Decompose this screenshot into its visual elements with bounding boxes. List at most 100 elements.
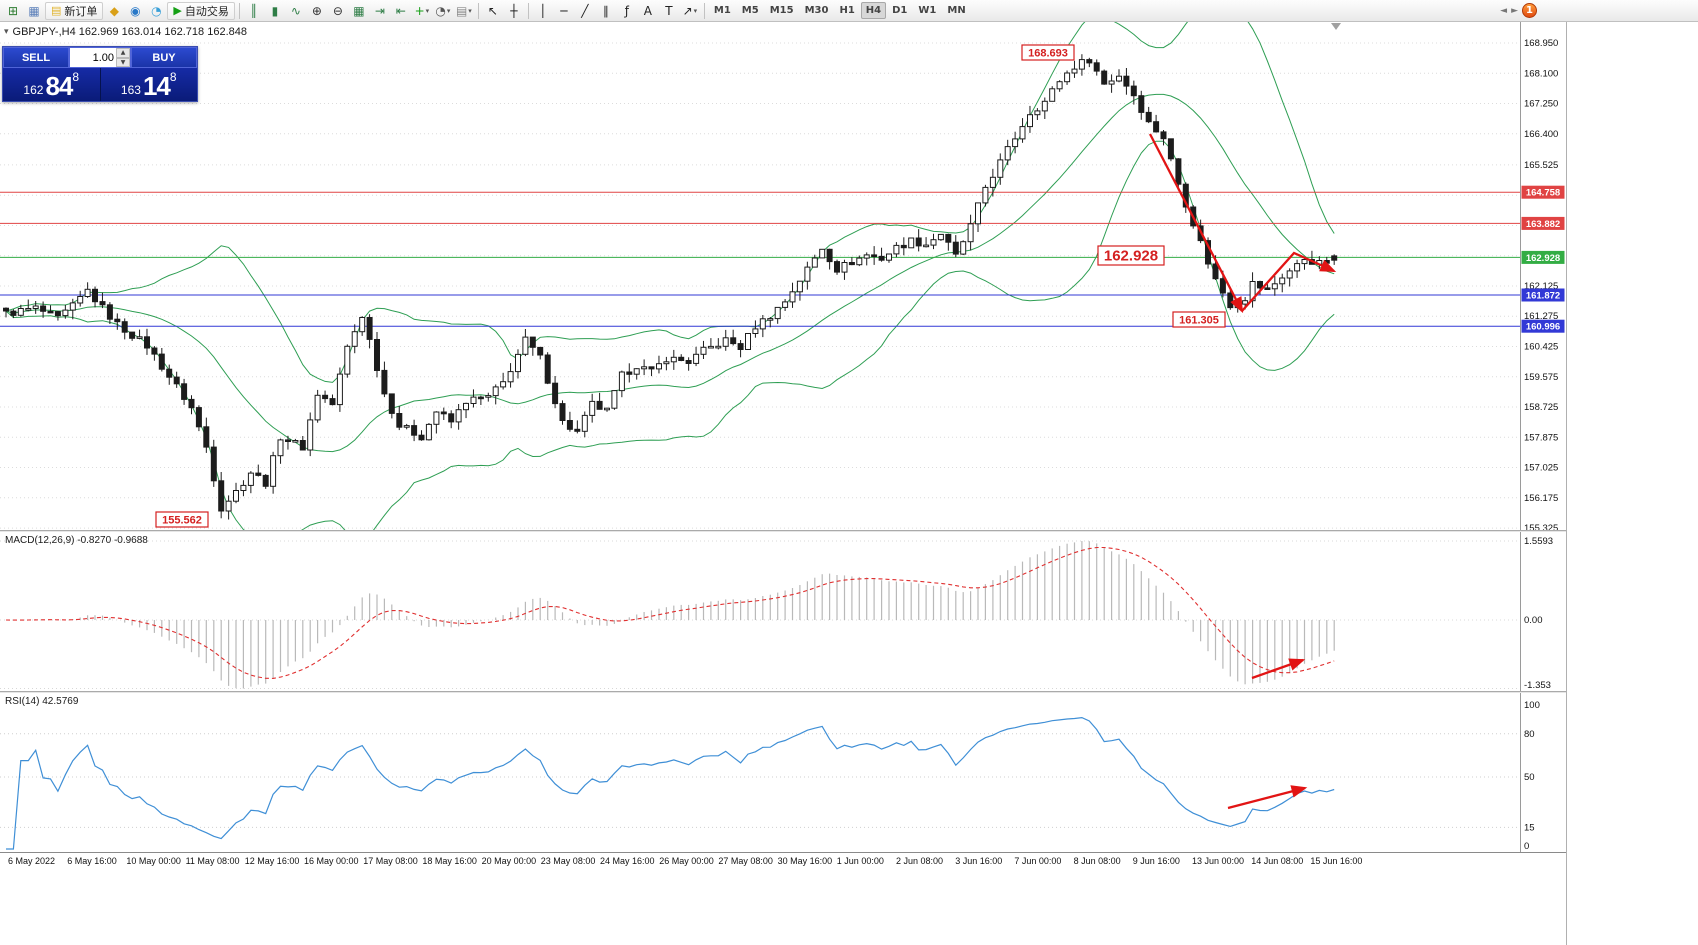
chart-shift-marker[interactable]: [1331, 23, 1341, 30]
mql5-market-icon[interactable]: ◆: [104, 2, 124, 20]
fibonacci-icon[interactable]: ƒ: [617, 2, 637, 20]
notification-badge[interactable]: 1: [1522, 3, 1537, 18]
toolbar-scroll-left-icon[interactable]: ◄: [1500, 5, 1508, 16]
auto-scroll-icon[interactable]: ⇥: [370, 2, 390, 20]
rsi-line: [6, 716, 1335, 850]
annotation-box[interactable]: [1021, 44, 1075, 61]
trend-arrows[interactable]: [1251, 658, 1306, 680]
time-axis[interactable]: 6 May 2022 6 May 16:00 10 May 00:00 11 May …: [0, 852, 1566, 870]
macd-scale[interactable]: 1.5593 0.00 -1.353: [1524, 536, 1553, 691]
candlestick-chart-icon[interactable]: ▮: [265, 2, 285, 20]
trendline-icon[interactable]: ╱: [575, 2, 595, 20]
line-chart-icon[interactable]: ∿: [286, 2, 306, 20]
timeframe-m15-button[interactable]: M15: [769, 5, 794, 16]
price-chart-panel[interactable]: 168.950 168.100 167.250 166.400 165.525 162.1…: [0, 22, 1566, 530]
buy-price[interactable]: 163 14 8: [101, 68, 198, 101]
toolbar-right-controls: ◄ ► 1: [1500, 3, 1537, 18]
sell-button[interactable]: SELL: [3, 47, 69, 68]
toolbar-scroll-right-icon[interactable]: ►: [1511, 5, 1518, 16]
main-chart-svg[interactable]: 168.950 168.100 167.250 166.400 165.525 162.1…: [0, 22, 1566, 530]
zoom-out-icon-glyph: ⊖: [332, 3, 343, 18]
time-label: 7 Jun 00:00: [1014, 856, 1062, 866]
community-icon[interactable]: ◉: [125, 2, 145, 20]
price-scale-badge: [1521, 319, 1565, 333]
new-order-button-label: 新订单: [64, 4, 98, 18]
horizontal-line-objects[interactable]: [0, 191, 1520, 327]
channel-icon[interactable]: ∥: [596, 2, 616, 20]
volume-input[interactable]: [70, 48, 116, 67]
trend-arrow[interactable]: [1241, 251, 1337, 312]
profiles-icon[interactable]: ▦: [24, 2, 44, 20]
indicators-icon-caret: ▾: [425, 6, 430, 15]
buy-price-big: 14: [142, 71, 171, 101]
annotation-box[interactable]: [155, 511, 209, 528]
timeframe-m1-button[interactable]: M1: [713, 5, 731, 16]
templates-icon[interactable]: ▤ ▾: [454, 2, 474, 20]
rsi-chart-svg[interactable]: 100 80 50 15 0: [0, 693, 1566, 852]
price-divider: [99, 68, 101, 101]
alerts-icon[interactable]: ◔: [146, 2, 166, 20]
label-icon[interactable]: T: [659, 2, 679, 20]
sell-price-prefix: 162: [23, 83, 44, 97]
quote-panel-toggle-icon[interactable]: ▾: [4, 27, 9, 37]
trend-arrow[interactable]: [1148, 133, 1244, 314]
volume-increase-button[interactable]: ▲: [116, 48, 130, 58]
macd-grid: [0, 540, 1520, 689]
trend-arrow[interactable]: [1227, 785, 1308, 810]
toolbar-separator: [703, 2, 705, 19]
rsi-panel[interactable]: 100 80 50 15 0 RSI(14) 42.5769: [0, 693, 1566, 852]
panel-separator[interactable]: [0, 530, 1566, 532]
timeframe-mn-button[interactable]: MN: [947, 5, 966, 16]
periods-icon-glyph: ◔: [435, 3, 446, 18]
time-label: 2 Jun 08:00: [896, 856, 944, 866]
tile-windows-icon[interactable]: ▦: [349, 2, 369, 20]
arrows-tool-icon[interactable]: ↗ ▾: [680, 2, 700, 20]
macd-chart-svg[interactable]: 1.5593 0.00 -1.353: [0, 532, 1566, 691]
autotrading-button[interactable]: ▶ 自动交易: [167, 1, 235, 20]
new-order-button[interactable]: ▤ 新订单: [45, 1, 104, 20]
vertical-line-icon[interactable]: │: [533, 2, 553, 20]
annotation-box[interactable]: [1172, 311, 1226, 328]
timeframe-h4-button[interactable]: H4: [860, 2, 887, 19]
volume-stepper[interactable]: ▲ ▼: [69, 47, 131, 68]
time-label: 30 May 16:00: [777, 856, 833, 866]
volume-decrease-button[interactable]: ▼: [116, 57, 130, 67]
rsi-scale[interactable]: 100 80 50 15 0: [1524, 700, 1540, 852]
new-chart-icon[interactable]: ⊞: [3, 2, 23, 20]
price-scale[interactable]: 168.950 168.100 167.250 166.400 165.525 162.1…: [1521, 38, 1565, 530]
toolbar-separator: [477, 2, 479, 19]
svg-text:0.00: 0.00: [1524, 615, 1543, 626]
autotrading-button-glyph: ▶: [173, 4, 182, 17]
cursor-icon[interactable]: ↖: [483, 2, 503, 20]
text-icon[interactable]: A: [638, 2, 658, 20]
crosshair-icon[interactable]: ┼: [504, 2, 524, 20]
time-label: 8 Jun 08:00: [1073, 856, 1121, 866]
templates-icon-glyph: ▤: [455, 3, 468, 18]
bar-chart-icon[interactable]: ║: [244, 2, 264, 20]
chart-shift-icon[interactable]: ⇤: [391, 2, 411, 20]
panel-separator[interactable]: [0, 691, 1566, 693]
horizontal-line-icon[interactable]: ─: [554, 2, 574, 20]
trend-arrows[interactable]: [1227, 785, 1308, 810]
label-icon-glyph: T: [665, 3, 673, 18]
timeframe-h1-button[interactable]: H1: [839, 5, 855, 16]
trend-arrow[interactable]: [1251, 658, 1306, 680]
timeframe-m30-button[interactable]: M30: [804, 5, 829, 16]
zoom-in-icon[interactable]: ⊕: [307, 2, 327, 20]
indicators-icon[interactable]: + ▾: [412, 2, 432, 20]
autotrading-button-label: 自动交易: [184, 4, 229, 18]
time-label: 26 May 00:00: [659, 856, 714, 866]
mql5-market-icon-glyph: ◆: [109, 3, 120, 18]
price-annotations[interactable]: 168.693 162.928 161.305 155.562: [155, 44, 1226, 528]
trend-arrows[interactable]: [1148, 133, 1337, 314]
macd-panel[interactable]: 1.5593 0.00 -1.353 MACD(12,26,9) -0.8270 -…: [0, 532, 1566, 691]
sell-price[interactable]: 162 84 8: [3, 68, 100, 101]
timeframe-m5-button[interactable]: M5: [741, 5, 759, 16]
periods-icon[interactable]: ◔ ▾: [433, 2, 453, 20]
timeframe-d1-button[interactable]: D1: [892, 5, 908, 16]
timeframe-w1-button[interactable]: W1: [918, 5, 937, 16]
buy-button[interactable]: BUY: [131, 47, 197, 68]
annotation-box[interactable]: [1097, 245, 1165, 266]
zoom-out-icon[interactable]: ⊖: [328, 2, 348, 20]
zoom-in-icon-glyph: ⊕: [311, 3, 322, 18]
